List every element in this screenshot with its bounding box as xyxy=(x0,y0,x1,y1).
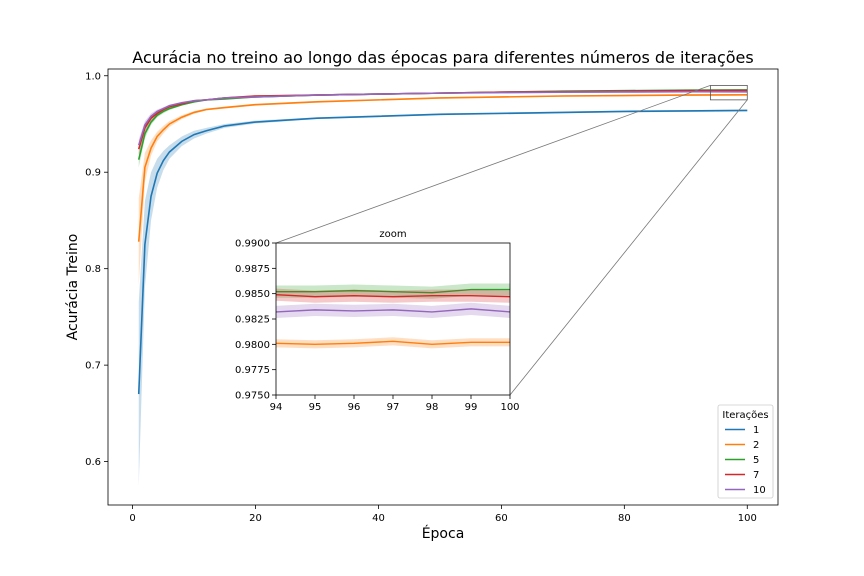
inset-x-tick-label: 97 xyxy=(387,402,400,413)
inset-x-tick-label: 95 xyxy=(309,402,322,413)
inset-y-tick-label: 0.9750 xyxy=(235,391,270,402)
main-axes: 0 20 40 60 80 100 0.6 0.7 0.8 0.9 1.0 xyxy=(85,68,779,524)
legend-label-7: 7 xyxy=(753,470,759,481)
x-tick-label: 20 xyxy=(249,513,262,524)
inset-y-tick-label: 0.9850 xyxy=(235,289,270,300)
inset-y-tick-label: 0.9900 xyxy=(235,239,270,250)
inset-x-tick-label: 99 xyxy=(465,402,478,413)
y-tick-label: 0.9 xyxy=(85,168,101,179)
x-axis-label: Época xyxy=(422,525,465,542)
inset-x-tick-label: 94 xyxy=(270,402,283,413)
legend-label-10: 10 xyxy=(753,485,766,496)
inset-y-tick-label: 0.9825 xyxy=(235,315,270,326)
inset-line-series-10 xyxy=(276,308,510,313)
y-tick-label: 0.6 xyxy=(85,457,101,468)
inset-x-tick-label: 98 xyxy=(426,402,439,413)
line-series-10 xyxy=(137,90,748,146)
inset-band-series-2 xyxy=(276,337,510,349)
main-series-lines xyxy=(137,89,748,395)
zoom-inset: zoom 94 95 96 97 98 99 100 0.9750 0.9775 0.9800 0.9… xyxy=(235,229,520,413)
x-tick-label: 100 xyxy=(738,513,757,524)
band-series-10 xyxy=(138,90,748,151)
zoom-region-box xyxy=(709,84,748,101)
inset-background xyxy=(276,243,510,395)
y-tick-label: 0.8 xyxy=(85,264,101,275)
legend-title: Iterações xyxy=(722,410,768,421)
chart-title: Acurácia no treino ao longo das épocas p… xyxy=(132,48,753,67)
main-plot-frame xyxy=(107,68,779,506)
zoom-connector-bottom xyxy=(509,99,748,396)
y-tick-label: 0.7 xyxy=(85,361,101,372)
x-tick-label: 60 xyxy=(495,513,508,524)
band-series-5 xyxy=(138,89,748,168)
y-tick-label: 1.0 xyxy=(85,71,101,82)
inset-data xyxy=(276,283,510,349)
legend-label-2: 2 xyxy=(753,440,759,451)
y-axis-label: Acurácia Treino xyxy=(65,234,81,341)
inset-y-tick-label: 0.9800 xyxy=(235,340,270,351)
inset-x-tick-label: 100 xyxy=(500,402,519,413)
x-tick-label: 80 xyxy=(618,513,631,524)
zoom-connector-top xyxy=(275,85,711,244)
inset-y-tick-label: 0.9775 xyxy=(235,365,270,376)
zoom-connector-lines xyxy=(275,84,748,396)
legend: Iterações 1 2 5 7 10 xyxy=(717,404,774,499)
legend-label-1: 1 xyxy=(753,425,759,436)
inset-title: zoom xyxy=(379,229,406,240)
legend-label-5: 5 xyxy=(753,455,759,466)
inset-line-series-2 xyxy=(276,340,510,346)
line-series-2 xyxy=(137,94,748,242)
inset-band-series-7 xyxy=(276,288,510,303)
inset-x-tick-label: 96 xyxy=(348,402,361,413)
line-series-1 xyxy=(137,109,748,395)
inset-line-series-7 xyxy=(276,293,510,298)
x-tick-label: 40 xyxy=(372,513,385,524)
inset-line-series-5 xyxy=(276,288,510,294)
inset-y-tick-label: 0.9875 xyxy=(235,264,270,275)
x-tick-label: 0 xyxy=(129,513,135,524)
